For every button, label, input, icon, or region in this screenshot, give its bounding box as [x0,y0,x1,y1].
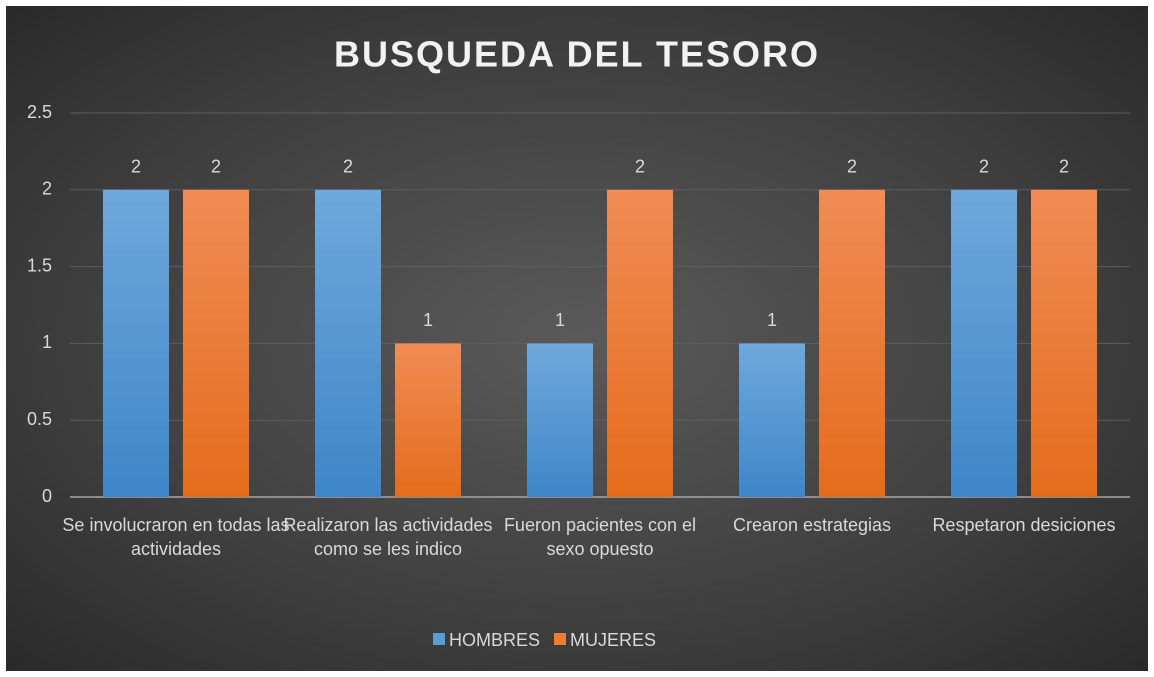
data-label: 2 [1059,157,1069,177]
bar [819,189,885,498]
bar [395,343,461,497]
x-tick-label: Realizaron las actividades como se les i… [283,515,493,559]
data-label: 1 [555,310,565,330]
legend-label: HOMBRES [449,630,540,650]
data-label: 2 [211,157,221,177]
legend-swatch [554,633,567,645]
legend-label: MUJERES [570,630,656,650]
bar [1031,189,1097,498]
y-tick-label: 0.5 [27,409,52,429]
chart-title: BUSQUEDA DEL TESORO [334,34,820,75]
data-label: 2 [847,157,857,177]
bar [739,343,805,497]
x-tick-label: Respetaron desiciones [932,515,1116,535]
data-label: 2 [343,157,353,177]
x-tick-label: Se involucraron en todas las actividades [62,515,290,559]
bar [951,189,1017,498]
legend-swatch [433,633,445,645]
bar [315,189,381,498]
bar [103,189,169,498]
data-label: 2 [979,157,989,177]
y-tick-label: 1 [42,332,52,352]
x-tick-label: Crearon estrategias [732,515,892,535]
y-tick-label: 1.5 [27,255,52,275]
y-tick-label: 2.5 [27,102,52,122]
y-tick-label: 0 [42,486,52,506]
data-label: 2 [131,157,141,177]
x-tick-label: Fueron pacientes con el sexo opuesto [503,515,697,559]
bar [183,189,249,498]
bar [527,343,593,497]
bar [607,189,673,498]
data-label: 1 [423,310,433,330]
data-label: 1 [767,310,777,330]
y-tick-label: 2 [42,179,52,199]
data-label: 2 [635,157,645,177]
